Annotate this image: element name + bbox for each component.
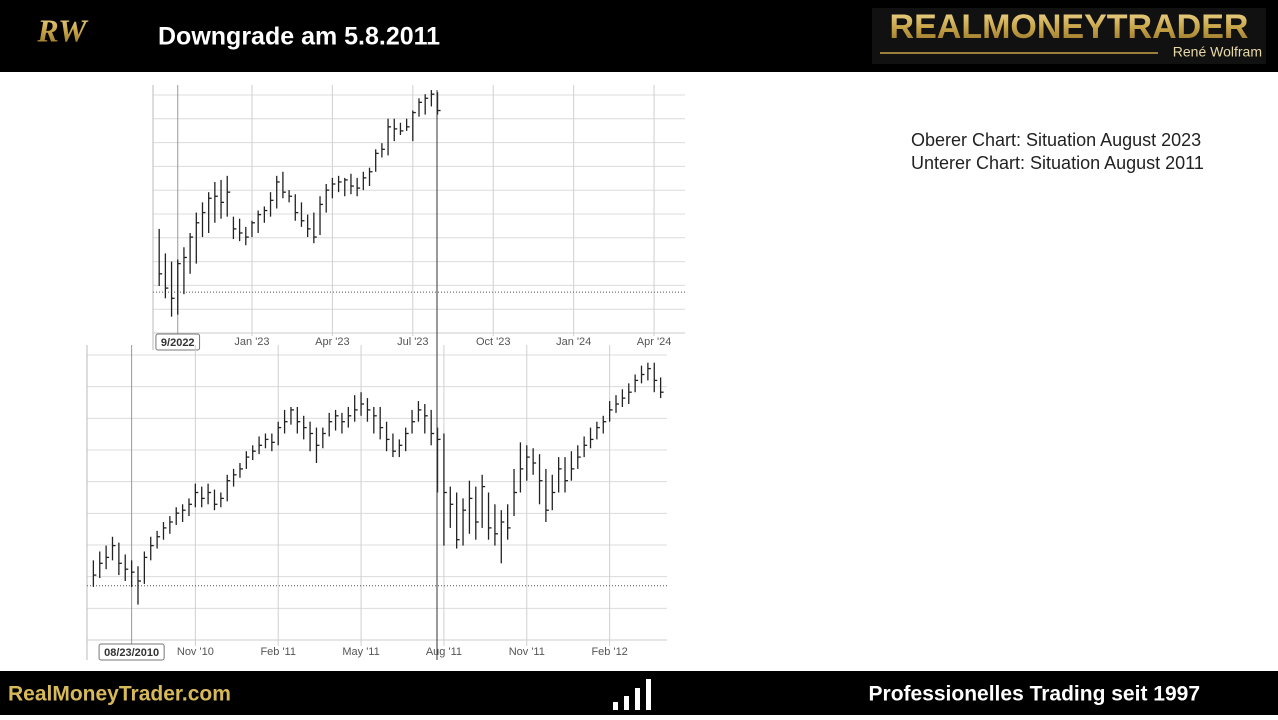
cursor-label: 9/2022: [161, 337, 195, 349]
x-tick-label: Feb '12: [591, 646, 627, 658]
brand: REALMONEYTRADER: [890, 8, 1249, 46]
brand-sub: René Wolfram: [1173, 44, 1262, 60]
slide-title: Downgrade am 5.8.2011: [158, 23, 440, 51]
cursor-label: 08/23/2010: [104, 647, 159, 659]
x-tick-label: Nov '11: [509, 646, 545, 658]
x-tick-label: May '11: [342, 646, 379, 658]
x-tick-label: Jan '24: [556, 336, 591, 348]
footer-left: RealMoneyTrader.com: [8, 683, 231, 706]
x-tick-label: Apr '24: [637, 336, 672, 348]
x-tick-label: Apr '23: [315, 336, 350, 348]
logo: RW: [36, 12, 89, 48]
note: Unterer Chart: Situation August 2011: [911, 153, 1204, 173]
x-tick-label: Jan '23: [234, 336, 269, 348]
footer-icon: [613, 679, 651, 710]
cursor-label-box: [155, 333, 201, 351]
charts: Jan '23 Apr '23 Jul '23 Oct '23 Jan '24 Apr '…: [86, 85, 685, 661]
x-tick-label: Feb '11: [260, 646, 296, 658]
x-tick-label: Oct '23: [476, 336, 511, 348]
cursor-label-box: [98, 643, 165, 661]
x-tick-label: Aug '11: [426, 646, 462, 658]
footer-right: Professionelles Trading seit 1997: [869, 683, 1200, 706]
x-tick-label: Nov '10: [177, 646, 214, 658]
x-tick-label: Jul '23: [397, 336, 428, 348]
brand-box: [872, 8, 1266, 64]
note: Oberer Chart: Situation August 2023: [911, 130, 1201, 150]
